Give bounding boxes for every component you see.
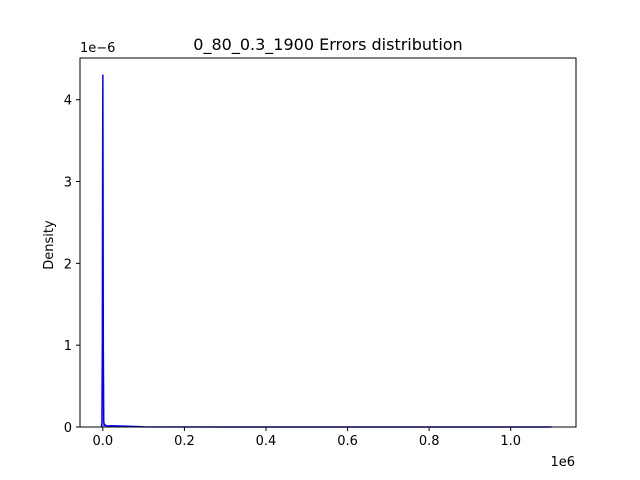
x-axis-offset-label: 1e6 (550, 455, 575, 470)
x-tick-label: 0.6 (337, 434, 358, 449)
x-tick-label: 0.8 (419, 434, 440, 449)
y-tick-label: 2 (64, 257, 72, 272)
y-tick-label: 0 (64, 421, 72, 436)
y-axis-label: Density (42, 220, 57, 270)
y-tick-label: 1 (64, 339, 72, 354)
plot-area-frame (79, 57, 577, 428)
x-tick-label: 1.0 (500, 434, 521, 449)
x-tick-label: 0.2 (174, 434, 195, 449)
ticks-layer: 0.0 0.2 0.4 0.6 0.8 1.0 0 1 2 3 4 (64, 94, 521, 449)
x-tick-label: 0.4 (256, 434, 277, 449)
y-axis-offset-label: 1e−6 (80, 41, 115, 56)
chart-title: 0_80_0.3_1900 Errors distribution (193, 35, 462, 55)
y-tick-label: 3 (64, 176, 72, 191)
y-tick-label: 4 (64, 94, 72, 109)
x-tick-label: 0.0 (92, 434, 113, 449)
